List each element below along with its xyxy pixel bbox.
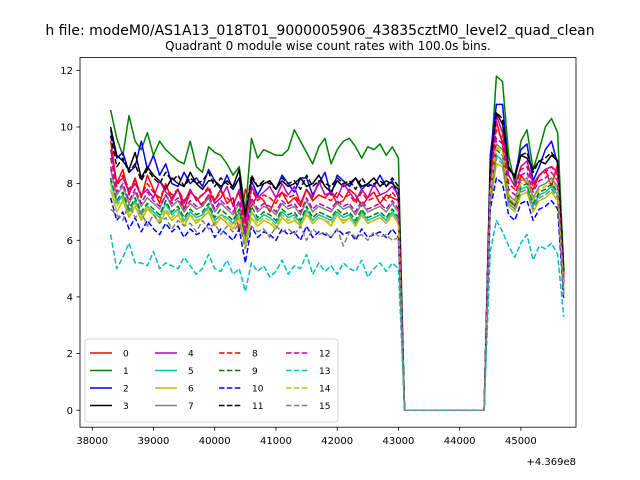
legend-label-2: 2 [123, 385, 129, 395]
series-line-14 [109, 146, 565, 411]
y-tick-label: 8 [67, 179, 73, 190]
legend-box [84, 338, 339, 423]
x-offset-label: +4.369e8 [526, 457, 576, 468]
y-tick-label: 10 [60, 123, 73, 134]
legend-label-7: 7 [188, 402, 194, 412]
y-tick-label: 2 [67, 349, 73, 360]
legend-label-15: 15 [319, 402, 330, 412]
series-line-13 [109, 219, 565, 411]
x-tick-label: 45000 [505, 436, 537, 447]
legend-label-14: 14 [319, 385, 331, 395]
legend-label-10: 10 [252, 385, 264, 395]
legend-label-6: 6 [188, 385, 194, 395]
x-axis: 38000 39000 40000 41000 42000 43000 44000 45000 [76, 427, 537, 447]
legend-label-5: 5 [188, 367, 194, 377]
legend-label-1: 1 [123, 367, 129, 377]
x-tick-label: 40000 [199, 436, 231, 447]
legend-label-9: 9 [252, 367, 258, 377]
y-tick-label: 4 [67, 293, 73, 304]
legend-label-0: 0 [123, 350, 129, 360]
chart-title: Quadrant 0 module wise count rates with … [165, 39, 491, 53]
legend-label-8: 8 [252, 350, 258, 360]
legend-label-13: 13 [319, 367, 330, 377]
legend-label-3: 3 [123, 402, 129, 412]
x-tick-label: 44000 [444, 436, 476, 447]
series-lines [109, 75, 565, 411]
y-tick-label: 6 [67, 236, 73, 247]
x-tick-label: 38000 [76, 436, 108, 447]
legend-label-11: 11 [252, 402, 263, 412]
y-tick-label: 0 [67, 406, 73, 417]
figure-suptitle: h file: modeM0/AS1A13_018T01_9000005906_… [45, 23, 594, 39]
legend-label-4: 4 [188, 350, 194, 360]
x-tick-label: 41000 [260, 436, 292, 447]
x-tick-label: 42000 [321, 436, 353, 447]
legend-label-12: 12 [319, 350, 330, 360]
x-tick-label: 43000 [383, 436, 415, 447]
series-line-15 [110, 157, 565, 411]
y-tick-label: 12 [60, 66, 73, 77]
axes-frame [79, 57, 577, 428]
y-axis: 0 2 4 6 8 10 12 [60, 66, 80, 417]
x-tick-label: 39000 [138, 436, 170, 447]
